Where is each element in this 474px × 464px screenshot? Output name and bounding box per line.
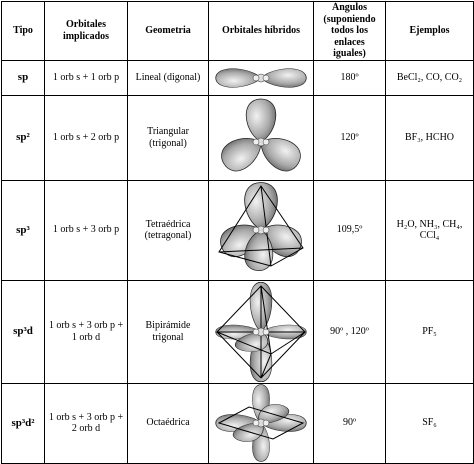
ejemplos: BeCl₂, CO, CO₂	[385, 59, 474, 96]
ejemplos: SF₆	[385, 382, 474, 464]
row: sp³ 1 orb s + 3 orb p Tetraédrica (tetra…	[1, 179, 474, 281]
orbital-image	[215, 67, 307, 88]
angulos: 90º	[313, 382, 386, 464]
orbitales: 1 orb s + 2 orb p	[44, 94, 128, 181]
ejemplos: BF₃, HCHO	[385, 94, 474, 181]
orbital-cell	[208, 94, 314, 181]
geometria: Tetraédrica (tetragonal)	[127, 179, 209, 281]
header-cell: Ángulos (suponiendo todos los enlaces ig…	[313, 1, 386, 61]
angulos: 90º , 120º	[313, 279, 386, 384]
geometria: Triangular (trigonal)	[127, 94, 209, 181]
orbital-cell	[208, 382, 314, 464]
geometria: Lineal (digonal)	[127, 59, 209, 96]
tipo: sp	[1, 59, 45, 96]
header-cell: Geometria	[127, 1, 209, 61]
row: sp³d² 1 orb s + 3 orb p + 2 orb d Octaéd…	[1, 382, 474, 464]
header-row: Tipo Orbitales implicados Geometria Orbi…	[1, 1, 474, 61]
angulos: 120º	[313, 94, 386, 181]
orbitales: 1 orb s + 3 orb p + 2 orb d	[44, 382, 128, 464]
orbitales: 1 orb s + 3 orb p	[44, 179, 128, 281]
ejemplos: PF₅	[385, 279, 474, 384]
geometria: Bipirámide trigonal	[127, 279, 209, 384]
tipo: sp³d	[1, 279, 45, 384]
geometria: Octaédrica	[127, 382, 209, 464]
angulos: 180º	[313, 59, 386, 96]
row: sp 1 orb s + 1 orb p Lineal (digonal) 18…	[1, 59, 474, 96]
header-cell: Orbitales híbridos	[208, 1, 314, 61]
orbital-image	[215, 182, 307, 273]
row: sp³d 1 orb s + 3 orb p + 1 orb d Bipirám…	[1, 279, 474, 384]
header-cell: Tipo	[1, 1, 45, 61]
ejemplos: H₂O, NH₃, CH₄, CCl₄	[385, 179, 474, 281]
orbital-image	[215, 98, 307, 177]
tipo: sp³	[1, 179, 45, 281]
row: sp² 1 orb s + 2 orb p Triangular (trigon…	[1, 94, 474, 181]
angulos: 109,5º	[313, 179, 386, 281]
orbital-cell	[208, 179, 314, 281]
orbital-image	[215, 384, 307, 462]
tipo: sp³d²	[1, 382, 45, 464]
tipo: sp²	[1, 94, 45, 181]
header-cell: Ejemplos	[385, 1, 474, 61]
orbital-image	[215, 281, 307, 382]
header-cell: Orbitales implicados	[44, 1, 128, 61]
orbital-cell	[208, 59, 314, 96]
orbital-cell	[208, 279, 314, 384]
orbitales: 1 orb s + 1 orb p	[44, 59, 128, 96]
orbitales: 1 orb s + 3 orb p + 1 orb d	[44, 279, 128, 384]
